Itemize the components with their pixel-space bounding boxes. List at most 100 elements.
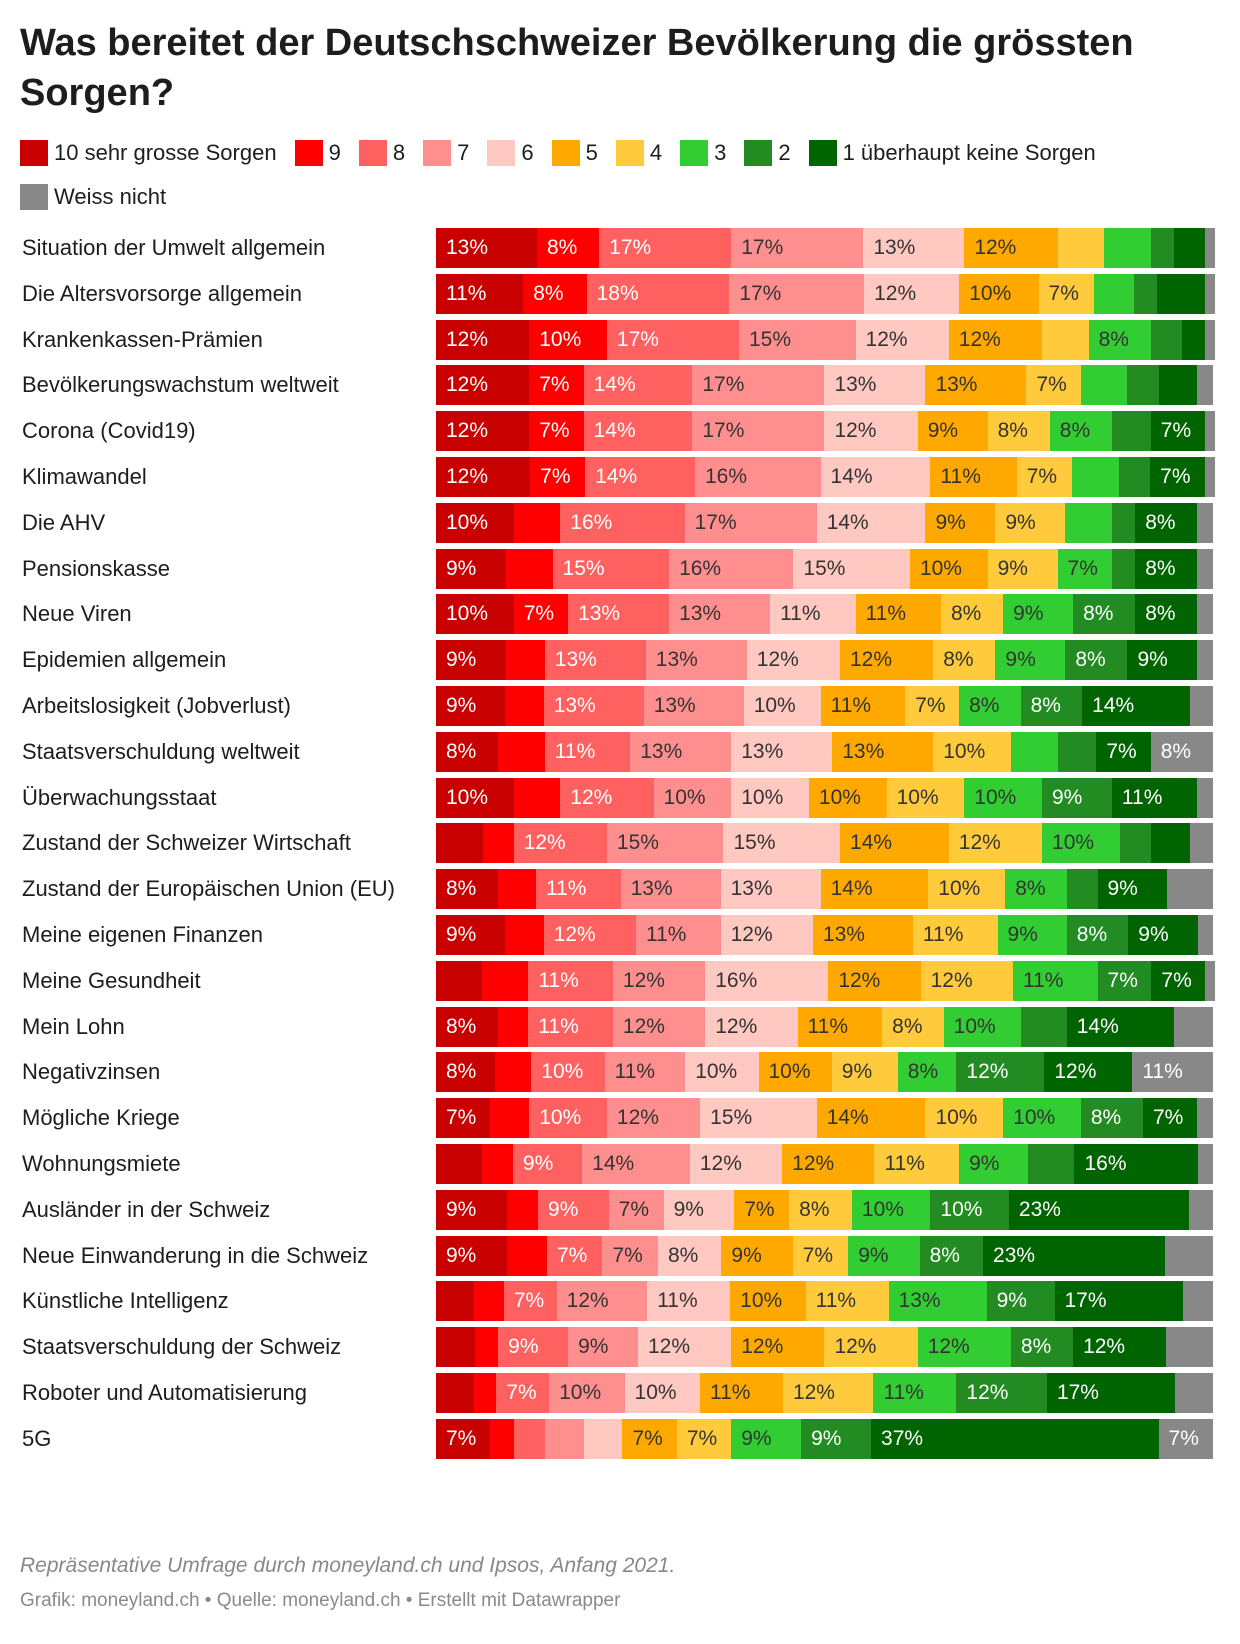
bar-segment: 10% (531, 1052, 605, 1093)
bar-segment (1119, 823, 1151, 864)
bar-segment: 14% (840, 823, 949, 864)
bar-segment: 11% (528, 960, 613, 1001)
bar-segment: 11% (1132, 1052, 1213, 1093)
bar-segment: 17% (684, 502, 817, 543)
chart-row: Künstliche Intelligenz 7% 12% 11% 10% 11% 13% 9… (0, 1281, 1240, 1322)
category-label: Bevölkerungswachstum weltweit (22, 372, 339, 398)
bar-segment: 13% (812, 915, 913, 955)
category-label: Zustand der Schweizer Wirtschaft (22, 830, 351, 856)
bar-segment (1197, 594, 1213, 635)
bar-segment: 9% (1127, 640, 1198, 681)
bar-segment: 9% (1128, 915, 1198, 955)
chart-row: Krankenkassen-Prämien 12% 10% 17% 15% 12% 12% 8… (0, 319, 1240, 360)
bar-segment: 10% (653, 777, 732, 818)
bar-segment: 12% (556, 1281, 648, 1322)
bar-segment: 7% (1142, 1098, 1198, 1139)
bar-segment: 12% (855, 319, 949, 360)
bar-segment (1174, 228, 1206, 268)
bar-segment: 12% (948, 823, 1043, 864)
bar-segment (1028, 1144, 1075, 1184)
bar-segment (436, 1281, 474, 1322)
category-label: Wohnungsmiete (22, 1151, 181, 1176)
bar-segment: 8% (436, 869, 498, 910)
bar-segment: 11% (647, 1281, 731, 1322)
chart-row: Wohnungsmiete 9% 14% 12% 12% 11% 9% 16% (0, 1144, 1240, 1184)
bar-segment: 8% (933, 640, 996, 681)
bar-segment (1197, 777, 1213, 818)
bar-segment (1057, 228, 1105, 268)
legend-label: 4 (649, 140, 663, 165)
bar-segment: 7% (503, 1281, 557, 1322)
bar-segment (1197, 365, 1213, 406)
bar-segment: 8% (1073, 594, 1136, 635)
bar-segment: 9% (831, 1052, 898, 1093)
bar-segment: 17% (1046, 1373, 1176, 1413)
chart-row: Die Altersvorsorge allgemein 11% 8% 18% 17% 1… (0, 273, 1240, 314)
bar-segment: 7% (1150, 457, 1206, 497)
stacked-bar: 13% 8% 17% 17% 13% 12% (436, 228, 1216, 268)
category-label: Ausländer in der Schweiz (22, 1196, 271, 1222)
bar-segment: 9% (995, 502, 1066, 543)
category-label: Corona (Covid19) (22, 418, 196, 444)
bar-segment: 7% (1016, 457, 1072, 497)
bar-segment: 10% (1042, 823, 1120, 864)
legend-swatch (487, 140, 516, 166)
chart-row: Mögliche Kriege 7% 10% 12% 15% 14% 10% 10% 8% 7% (0, 1098, 1240, 1139)
bar-segment: 14% (1066, 1006, 1175, 1047)
category-label: Staatsverschuldung der Schweiz (22, 1334, 342, 1360)
bar-segment: 13% (720, 869, 821, 910)
chart-row: Corona (Covid19) 12% 7% 14% 17% 12% 9% 8% 8% 7% (0, 411, 1240, 452)
bar-segment: 12% (560, 777, 654, 818)
bar-segment: 9% (436, 915, 506, 955)
bar-segment (1065, 502, 1112, 543)
bar-segment: 12% (956, 1052, 1045, 1093)
bar-segment (473, 1373, 497, 1413)
bar-segment: 14% (816, 1098, 926, 1139)
legend: 10 sehr grosse Sorgen 9 8 7 6 5 4 3 2 1 überhaupt… (20, 140, 1220, 210)
bar-segment: 7% (436, 1418, 491, 1459)
bar-segment: 12% (1073, 1327, 1167, 1368)
bar-segment (1175, 1373, 1213, 1413)
bar-segment: 12% (731, 1327, 825, 1368)
bar-segment: 9% (663, 1189, 735, 1230)
bar-segment (497, 1006, 529, 1047)
stacked-bar: 7% 10% 10% 11% 12% 11% 12% 17% (436, 1373, 1213, 1413)
bar-segment: 7% (1057, 548, 1112, 589)
bar-segment: 14% (820, 457, 931, 497)
legend-swatch (20, 140, 48, 166)
bar-segment: 12% (513, 823, 607, 864)
bar-segment: 10% (943, 1006, 1021, 1047)
legend-label: 6 (521, 140, 534, 165)
bar-segment (506, 1189, 539, 1230)
bar-segment: 9% (436, 1235, 508, 1276)
bar-segment: 14% (816, 502, 926, 543)
bar-segment: 10% (436, 502, 514, 543)
bar-segment (1197, 1098, 1213, 1139)
category-label: Negativzinsen (22, 1059, 161, 1085)
bar-segment (490, 1418, 514, 1459)
chart-row: Epidemien allgemein 9% 13% 13% 12% 12% 8% 9% 8% 9… (0, 640, 1240, 681)
bar-segment (474, 1327, 499, 1368)
bar-segment: 11% (930, 457, 1017, 497)
legend-swatch (615, 140, 644, 166)
bar-segment: 9% (986, 1281, 1055, 1322)
bar-segment: 9% (436, 548, 506, 589)
bar-segment: 11% (797, 1006, 883, 1047)
bar-segment: 9% (801, 1418, 872, 1459)
bar-segment: 17% (599, 228, 732, 268)
bar-segment: 8% (1135, 502, 1198, 543)
bar-segment: 12% (436, 319, 530, 360)
bar-segment: 13% (544, 640, 646, 681)
source-note: Repräsentative Umfrage durch moneyland.c… (20, 1554, 676, 1577)
bar-segment (505, 915, 544, 955)
bar-segment: 12% (1044, 1052, 1133, 1093)
category-label: Die AHV (22, 509, 106, 535)
category-label: Mein Lohn (22, 1013, 125, 1039)
bar-segment: 12% (606, 1098, 701, 1139)
bar-segment: 11% (1012, 960, 1098, 1001)
chart-row: Arbeitslosigkeit (Jobverlust) 9% 13% 13% 10%… (0, 686, 1240, 726)
bar-segment: 12% (824, 411, 918, 452)
bar-segment (1071, 457, 1119, 497)
bar-segment: 14% (1082, 686, 1190, 726)
bar-segment (513, 1418, 545, 1459)
